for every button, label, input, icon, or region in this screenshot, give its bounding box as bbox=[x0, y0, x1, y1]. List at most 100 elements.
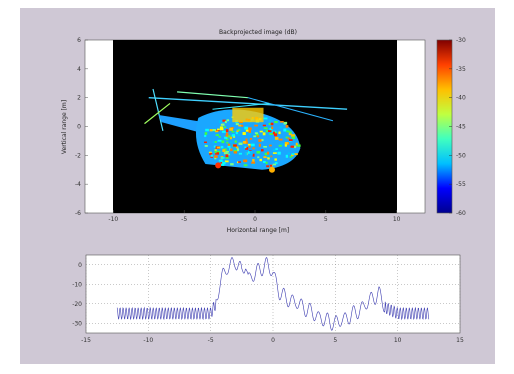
image-pixel bbox=[235, 146, 239, 149]
image-pixel bbox=[267, 130, 272, 133]
line-x-tick-label: 0 bbox=[271, 337, 275, 344]
rotor-blade bbox=[247, 97, 334, 122]
image-pixel bbox=[205, 128, 209, 132]
image-pixel bbox=[216, 146, 221, 149]
image-pixel bbox=[235, 123, 239, 126]
image-pixel bbox=[289, 155, 293, 158]
image-pixel bbox=[289, 131, 292, 134]
image-pixel bbox=[278, 131, 281, 135]
colorbar-tick-label: -30 bbox=[456, 37, 466, 44]
image-pixel bbox=[245, 138, 248, 142]
image-pixel bbox=[215, 152, 220, 155]
image-pixel bbox=[225, 129, 229, 133]
line-plot: -15 -10 -5 0 5 10 15 0 -10 -20 -30 bbox=[72, 254, 464, 344]
line-x-tick-label: -15 bbox=[81, 337, 91, 344]
image-pixel bbox=[215, 129, 220, 132]
line-x-tick-label: 5 bbox=[333, 337, 337, 344]
image-pixel bbox=[283, 121, 288, 125]
image-pixel bbox=[231, 134, 235, 137]
image-pixel bbox=[293, 145, 297, 149]
image-pixel bbox=[269, 133, 273, 135]
colorbar-tick-label: -35 bbox=[456, 66, 466, 73]
image-pixel bbox=[220, 161, 223, 164]
image-pixel bbox=[204, 134, 207, 137]
image-pixel bbox=[244, 141, 248, 144]
image-x-tick-label: 10 bbox=[393, 216, 401, 223]
image-pixel bbox=[274, 158, 277, 161]
image-pixel bbox=[242, 132, 246, 135]
image-pixel bbox=[277, 151, 281, 155]
image-pixel bbox=[284, 142, 289, 145]
image-pixel bbox=[218, 120, 223, 124]
image-pixel bbox=[274, 162, 278, 165]
image-pixel bbox=[256, 135, 260, 138]
line-grid bbox=[85, 255, 461, 333]
image-pixel bbox=[244, 152, 247, 156]
image-pixel bbox=[218, 136, 221, 138]
image-pixel bbox=[245, 129, 249, 132]
image-pixel bbox=[249, 137, 253, 140]
image-pixel bbox=[236, 148, 240, 152]
image-pixel bbox=[268, 122, 272, 125]
image-pixel bbox=[263, 117, 268, 120]
image-pixel bbox=[238, 124, 242, 127]
image-pixel bbox=[272, 152, 277, 154]
image-pixel bbox=[265, 129, 269, 133]
line-y-ticks: 0 -10 -20 -30 bbox=[72, 262, 82, 328]
image-pixel bbox=[213, 145, 217, 148]
image-pixel bbox=[209, 129, 213, 132]
image-pixel bbox=[268, 118, 272, 122]
image-pixel bbox=[257, 156, 260, 159]
image-pixel bbox=[227, 135, 231, 138]
image-pixel bbox=[219, 127, 224, 131]
image-x-ticks: -10 -5 0 5 10 bbox=[108, 210, 401, 223]
image-pixel bbox=[258, 143, 261, 147]
image-pixel bbox=[253, 135, 257, 138]
image-pixel bbox=[222, 119, 226, 122]
image-pixel bbox=[220, 162, 225, 166]
image-pixel bbox=[267, 157, 270, 160]
image-xlabel: Horizontal range [m] bbox=[227, 227, 289, 234]
image-pixel bbox=[252, 147, 255, 150]
image-pixel bbox=[269, 164, 273, 167]
image-pixel bbox=[250, 143, 255, 147]
image-pixel bbox=[288, 132, 292, 136]
image-pixel bbox=[235, 131, 238, 135]
image-pixel bbox=[291, 136, 296, 140]
image-pixel bbox=[272, 131, 276, 135]
line-x-tick-label: -5 bbox=[208, 337, 214, 344]
image-pixel bbox=[221, 140, 225, 144]
image-pixel bbox=[291, 153, 296, 155]
line-x-tick-label: 15 bbox=[456, 337, 464, 344]
image-pixel bbox=[223, 152, 228, 155]
image-pixel bbox=[214, 155, 218, 158]
image-pixel bbox=[214, 130, 219, 133]
image-title: Backprojected image (dB) bbox=[219, 29, 297, 36]
line-x-ticks: -15 -10 -5 0 5 10 15 bbox=[81, 337, 464, 344]
image-pixel bbox=[217, 128, 220, 131]
image-pixel bbox=[259, 158, 262, 162]
image-pixel bbox=[274, 136, 279, 140]
image-pixel bbox=[266, 155, 271, 158]
image-pixel bbox=[217, 139, 222, 142]
image-pixel bbox=[285, 154, 289, 158]
image-pixel bbox=[252, 163, 255, 166]
image-plot: Backprojected image (dB) Horizontal rang… bbox=[61, 29, 426, 234]
image-pixel bbox=[284, 143, 287, 147]
image-pixel bbox=[256, 150, 261, 154]
helicopter-image bbox=[144, 88, 348, 173]
image-x-tick-label: 0 bbox=[253, 216, 257, 223]
image-pixel bbox=[227, 145, 231, 148]
image-pixel bbox=[222, 161, 226, 165]
image-pixel bbox=[215, 134, 219, 136]
colorbar-tick-label: -45 bbox=[456, 124, 466, 131]
image-pixel bbox=[280, 121, 284, 123]
image-pixel bbox=[288, 139, 293, 141]
image-pixel bbox=[273, 131, 278, 134]
image-pixel bbox=[248, 129, 252, 133]
image-pixel bbox=[271, 126, 274, 130]
image-pixel bbox=[220, 145, 224, 149]
image-pixel bbox=[204, 144, 208, 147]
image-pixel bbox=[263, 145, 267, 148]
image-pixel bbox=[225, 154, 229, 158]
